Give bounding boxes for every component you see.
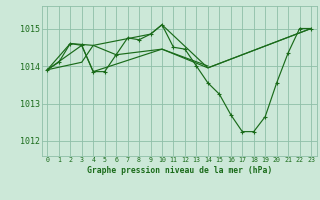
X-axis label: Graphe pression niveau de la mer (hPa): Graphe pression niveau de la mer (hPa) <box>87 166 272 175</box>
